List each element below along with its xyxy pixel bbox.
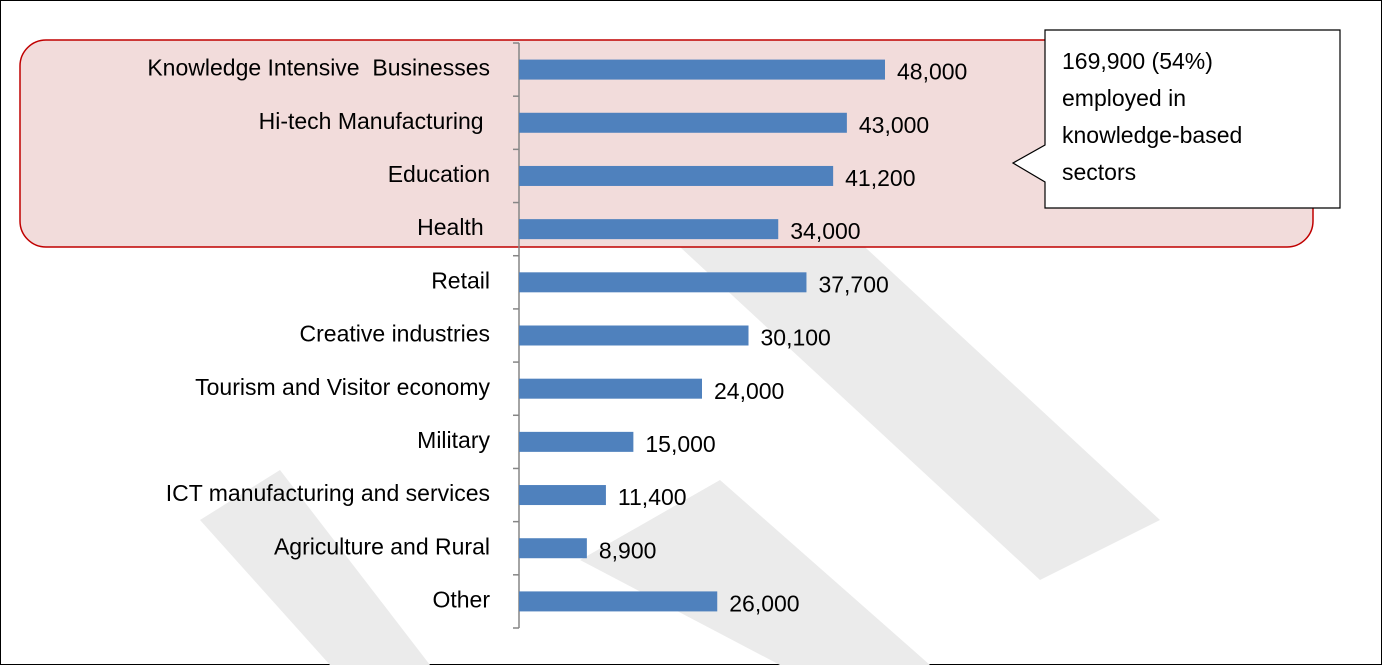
bar xyxy=(519,219,779,240)
annotation-text: knowledge-based xyxy=(1062,122,1242,148)
value-label: 11,400 xyxy=(618,484,687,510)
bar xyxy=(519,165,834,186)
value-label: 43,000 xyxy=(859,112,929,138)
bar xyxy=(519,485,606,506)
value-label: 48,000 xyxy=(897,59,967,85)
value-label: 8,900 xyxy=(599,537,657,563)
bar xyxy=(519,591,718,612)
value-label: 15,000 xyxy=(645,431,715,457)
category-label: Retail xyxy=(431,267,490,293)
category-label: Health xyxy=(417,214,490,240)
bar xyxy=(519,59,885,80)
category-label: Tourism and Visitor economy xyxy=(195,374,490,400)
value-label: 24,000 xyxy=(714,378,784,404)
bar xyxy=(519,378,702,399)
annotation-text: 169,900 (54%) xyxy=(1062,48,1213,74)
value-label: 30,100 xyxy=(761,325,831,351)
category-label: Agriculture and Rural xyxy=(274,533,490,559)
bar xyxy=(519,112,847,133)
bar xyxy=(519,272,807,293)
annotation-text: sectors xyxy=(1062,159,1136,185)
watermark-stroke xyxy=(580,480,930,665)
value-label: 26,000 xyxy=(729,590,799,616)
watermark xyxy=(200,150,1160,665)
value-label: 41,200 xyxy=(845,165,915,191)
category-label: Hi-tech Manufacturing xyxy=(259,108,490,134)
callout-box xyxy=(1011,29,1341,209)
watermark-stroke xyxy=(200,470,430,665)
category-label: Creative industries xyxy=(300,321,490,347)
category-label: Other xyxy=(432,586,490,612)
bar xyxy=(519,325,749,346)
category-label: Knowledge Intensive Businesses xyxy=(147,55,490,81)
annotation-text: employed in xyxy=(1062,85,1186,111)
value-label: 37,700 xyxy=(818,271,888,297)
bar xyxy=(519,538,587,559)
category-label: Military xyxy=(417,427,490,453)
category-label: ICT manufacturing and services xyxy=(166,480,490,506)
watermark-stroke xyxy=(640,150,1160,580)
value-label: 34,000 xyxy=(790,218,860,244)
category-label: Education xyxy=(388,161,490,187)
bar xyxy=(519,431,634,452)
